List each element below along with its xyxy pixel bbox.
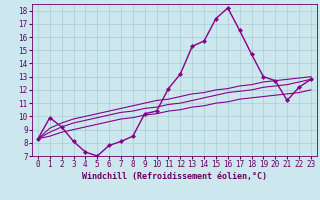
X-axis label: Windchill (Refroidissement éolien,°C): Windchill (Refroidissement éolien,°C) <box>82 172 267 181</box>
